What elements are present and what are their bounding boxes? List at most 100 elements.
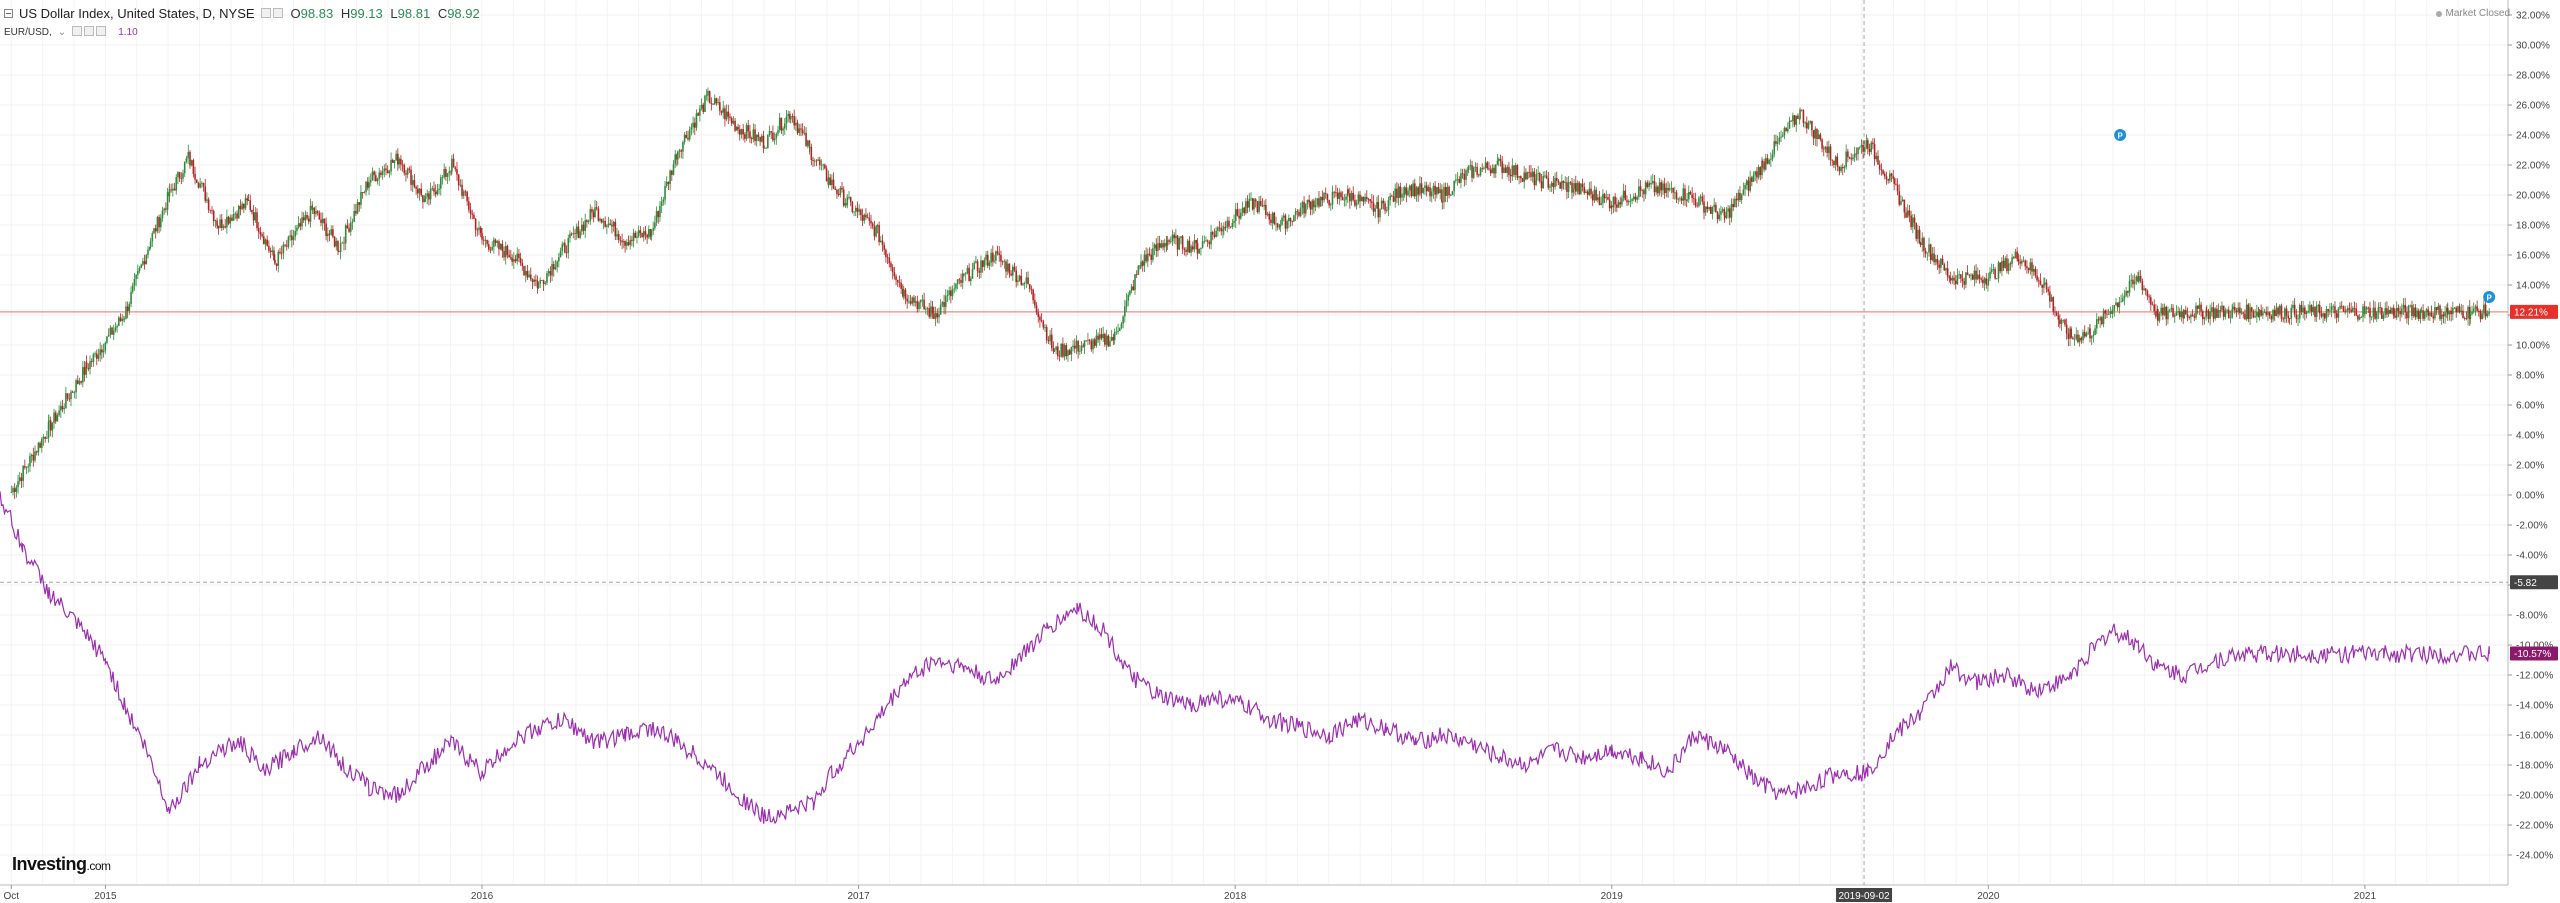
candle-body	[1030, 289, 1033, 290]
candle-body	[1243, 207, 1246, 214]
candle-body	[542, 280, 545, 284]
candle-body	[930, 306, 932, 317]
candle-body	[1238, 215, 1240, 219]
candle-body	[333, 236, 336, 247]
candle-body	[536, 280, 539, 289]
candle-body	[1122, 316, 1124, 324]
candle-body	[1503, 167, 1505, 173]
crosshair-x-label: 2019-09-02	[1838, 891, 1890, 902]
candle-body	[678, 150, 681, 152]
candle-body	[2128, 280, 2131, 293]
candle-body	[1926, 252, 1929, 254]
candle-body	[476, 229, 479, 231]
candle-body	[1467, 166, 1470, 170]
candle-body	[18, 477, 21, 482]
candle-body	[1419, 183, 1421, 195]
candle-body	[1493, 167, 1495, 174]
candle-body	[1012, 266, 1014, 276]
candle-body	[1062, 343, 1064, 357]
candle-body	[1484, 162, 1487, 168]
candle-body	[2041, 284, 2043, 288]
candle-body	[1840, 167, 1842, 172]
candle-body	[1910, 215, 1912, 228]
candle-body	[1352, 192, 1355, 200]
visibility-icon[interactable]	[260, 8, 271, 18]
candle-body	[1483, 167, 1485, 169]
candle-body	[1940, 258, 1942, 268]
candle-body	[1391, 195, 1393, 197]
candle-body	[320, 219, 322, 223]
candle-body	[1590, 188, 1592, 195]
candle-body	[1836, 156, 1839, 166]
candle-body	[955, 283, 957, 289]
candle-body	[1564, 182, 1567, 184]
candle-body	[145, 254, 148, 265]
candle-body	[523, 265, 525, 276]
candle-body	[700, 104, 703, 109]
y-tick-label: 30.00%	[2516, 41, 2550, 52]
candle-body	[518, 253, 520, 258]
candle-body	[1605, 197, 1608, 199]
y-tick-label: 4.00%	[2516, 431, 2544, 442]
candle-body	[1118, 328, 1121, 331]
candle-body	[187, 151, 190, 156]
candle-body	[360, 192, 362, 205]
candle-body	[1723, 215, 1726, 218]
candle-body	[299, 223, 302, 227]
candle-body	[1481, 168, 1484, 170]
chevron-down-icon[interactable]: ⌄	[57, 27, 67, 38]
candle-body	[1747, 180, 1750, 191]
candle-body	[2375, 312, 2378, 319]
candle-body	[30, 454, 33, 456]
candle-body	[1549, 186, 1551, 188]
candle-body	[749, 131, 751, 139]
candle-body	[439, 177, 442, 189]
candle-body	[1158, 243, 1161, 248]
candle-body	[1864, 147, 1866, 152]
y-tick-label: 14.00%	[2516, 281, 2550, 292]
candle-body	[221, 219, 223, 228]
candle-body	[53, 412, 55, 423]
collapse-icon[interactable]	[4, 9, 13, 18]
candle-body	[1455, 179, 1457, 181]
candle-body	[750, 138, 753, 140]
candle-body	[454, 167, 457, 170]
candle-body	[29, 455, 31, 467]
candle-body	[971, 269, 974, 279]
compare-visibility-icon[interactable]	[72, 26, 83, 36]
candle-body	[1254, 199, 1257, 202]
candle-body	[636, 236, 638, 238]
candle-body	[1953, 277, 1955, 281]
candle-body	[710, 103, 713, 105]
candle-body	[2315, 305, 2318, 318]
candle-body	[2240, 312, 2243, 314]
candle-body	[102, 350, 105, 353]
candle-body	[1877, 155, 1879, 165]
candle-body	[659, 206, 661, 218]
candle-body	[1802, 110, 1805, 124]
candle-body	[1938, 264, 1940, 268]
compare-settings-icon[interactable]	[84, 26, 95, 36]
candle-body	[376, 178, 379, 182]
candle-body	[1463, 173, 1466, 180]
candle-body	[822, 164, 824, 166]
candle-body	[80, 381, 82, 383]
settings-icon[interactable]	[272, 8, 283, 18]
candle-body	[2429, 312, 2431, 316]
compare-remove-icon[interactable]	[96, 26, 107, 36]
candle-body	[178, 172, 181, 179]
candle-body	[752, 129, 755, 140]
candle-body	[457, 174, 460, 186]
candle-body	[581, 224, 583, 232]
candle-body	[2203, 317, 2206, 320]
candle-body	[720, 110, 723, 113]
candle-body	[1956, 274, 1959, 285]
candle-body	[624, 241, 626, 246]
candle-body	[896, 279, 899, 283]
candle-body	[446, 173, 449, 177]
candle-body	[533, 279, 535, 283]
candle-body	[1090, 340, 1093, 350]
candle-body	[2165, 306, 2168, 320]
candle-body	[1567, 182, 1570, 192]
